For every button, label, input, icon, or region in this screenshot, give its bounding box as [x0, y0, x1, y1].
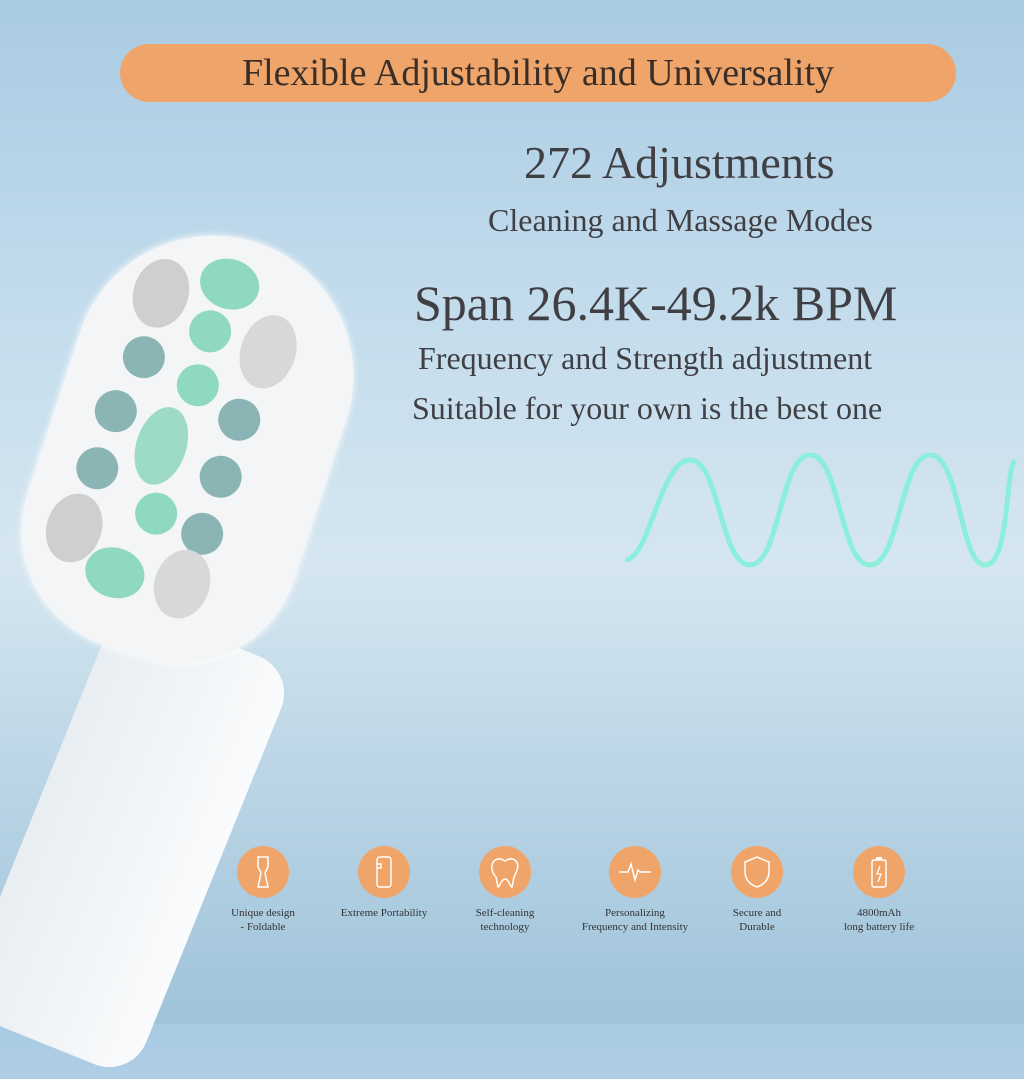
feature-label: Durable [739, 921, 775, 933]
tooth-icon [479, 846, 531, 898]
feature-label: Unique design [231, 907, 295, 919]
foldable-brush-icon [237, 846, 289, 898]
toothbrush-handle [0, 600, 297, 1079]
feature-battery: 4800mAh long battery life [794, 846, 964, 934]
shield-icon [731, 846, 783, 898]
battery-icon [853, 846, 905, 898]
feature-label: - Foldable [240, 921, 286, 933]
feature-secure: Secure and Durable [672, 846, 842, 934]
feature-label: Personalizing [605, 907, 665, 919]
pulse-icon [609, 846, 661, 898]
subtitle-modes: Cleaning and Massage Modes [488, 202, 873, 238]
feature-label: long battery life [843, 921, 915, 933]
feature-personalizing: Personalizing Frequency and Intensity [550, 846, 720, 934]
feature-foldable: Unique design - Foldable [178, 846, 348, 934]
feature-label: Self-cleaning [475, 907, 535, 919]
headline-adjustments: 272 Adjustments [524, 137, 835, 188]
feature-portability: Extreme Portability [299, 846, 469, 920]
feature-label: Extreme Portability [340, 907, 428, 919]
feature-self-cleaning: Self-cleaning technology [420, 846, 590, 934]
feature-label: technology [480, 921, 530, 933]
headline-bpm: Span 26.4K-49.2k BPM [414, 275, 898, 331]
phone-portable-icon [358, 846, 410, 898]
feature-label: Frequency and Intensity [581, 921, 689, 933]
subtitle-suitable: Suitable for your own is the best one [412, 390, 883, 426]
subtitle-frequency: Frequency and Strength adjustment [418, 340, 873, 376]
title-banner: Flexible Adjustability and Universality [120, 44, 956, 102]
sound-wave [624, 452, 1018, 568]
feature-label: Secure and [732, 907, 782, 919]
feature-label: 4800mAh [857, 907, 901, 919]
